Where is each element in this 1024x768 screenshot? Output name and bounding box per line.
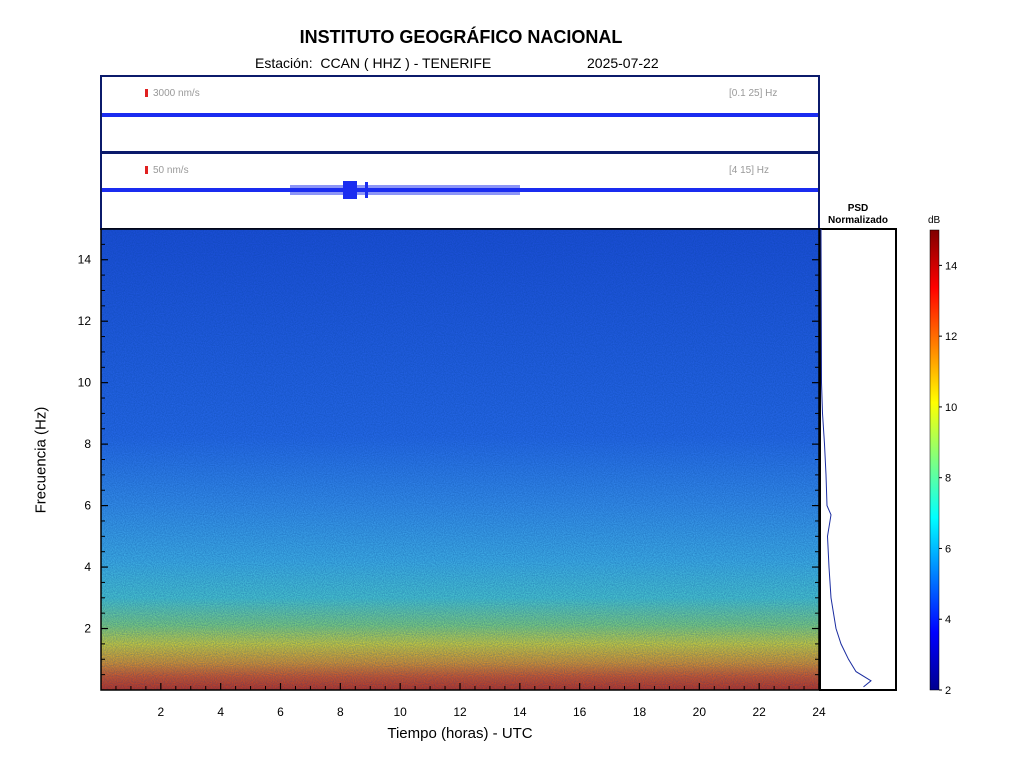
- x-tick-label: 10: [393, 705, 407, 719]
- x-tick-label: 6: [277, 705, 284, 719]
- date-label: 2025-07-22: [587, 55, 659, 71]
- x-tick-label: 24: [812, 705, 826, 719]
- x-tick-label: 12: [453, 705, 467, 719]
- psd-title-line2: Normalizado: [827, 215, 888, 226]
- colorbar-tick-label: 4: [945, 614, 951, 626]
- spectrogram-noise: [101, 229, 819, 690]
- colorbar-tick-label: 2: [945, 685, 951, 697]
- x-tick-label: 4: [217, 705, 224, 719]
- y-tick-label: 6: [84, 499, 91, 513]
- colorbar-ticks: 2 4 6 8 10 12 14: [939, 260, 957, 697]
- colorbar-tick-label: 6: [945, 543, 951, 555]
- x-axis-label: Tiempo (horas) - UTC: [387, 725, 533, 742]
- colorbar-unit: dB: [928, 215, 941, 226]
- y-axis-label: Frecuencia (Hz): [32, 406, 50, 514]
- trace-band-label: [4 15] Hz: [729, 165, 769, 176]
- psd-title-line1: PSD: [847, 203, 869, 214]
- x-tick-label: 20: [693, 705, 707, 719]
- x-tick-label: 22: [752, 705, 766, 719]
- trace-scale-label: 3000 nm/s: [153, 88, 200, 99]
- x-tick-label: 8: [337, 705, 344, 719]
- trace-event-spike: [343, 181, 357, 199]
- colorbar-tick-label: 14: [945, 260, 957, 272]
- y-tick-label: 2: [84, 622, 91, 636]
- x-tick-label: 18: [633, 705, 647, 719]
- trace-band-label: [0.1 25] Hz: [729, 88, 777, 99]
- x-tick-label: 2: [157, 705, 164, 719]
- trace-event-spike: [365, 182, 368, 198]
- colorbar: [929, 229, 940, 691]
- scale-bar-marker: [145, 166, 148, 174]
- trace-scale-label: 50 nm/s: [153, 165, 189, 176]
- y-tick-label: 10: [78, 376, 92, 390]
- colorbar-tick-label: 8: [945, 473, 951, 485]
- station-label: Estación: CCAN ( HHZ ) - TENERIFE: [255, 55, 492, 71]
- x-tick-label: 16: [573, 705, 587, 719]
- chart-title: INSTITUTO GEOGRÁFICO NACIONAL: [299, 27, 623, 47]
- y-tick-label: 12: [78, 314, 92, 328]
- psd-curve: [820, 228, 872, 688]
- colorbar-tick-label: 12: [945, 331, 957, 343]
- y-tick-label: 8: [84, 437, 91, 451]
- seismogram-trace-broadband: [102, 113, 818, 117]
- scale-bar-marker: [145, 89, 148, 97]
- x-tick-label: 14: [513, 705, 527, 719]
- colorbar-tick-label: 10: [945, 402, 957, 414]
- psd-title: PSD Normalizado: [820, 203, 896, 227]
- y-tick-label: 14: [78, 253, 92, 267]
- y-tick-label: 4: [84, 560, 91, 574]
- psd-panel: [819, 228, 897, 691]
- trace-activity-burst: [290, 185, 520, 195]
